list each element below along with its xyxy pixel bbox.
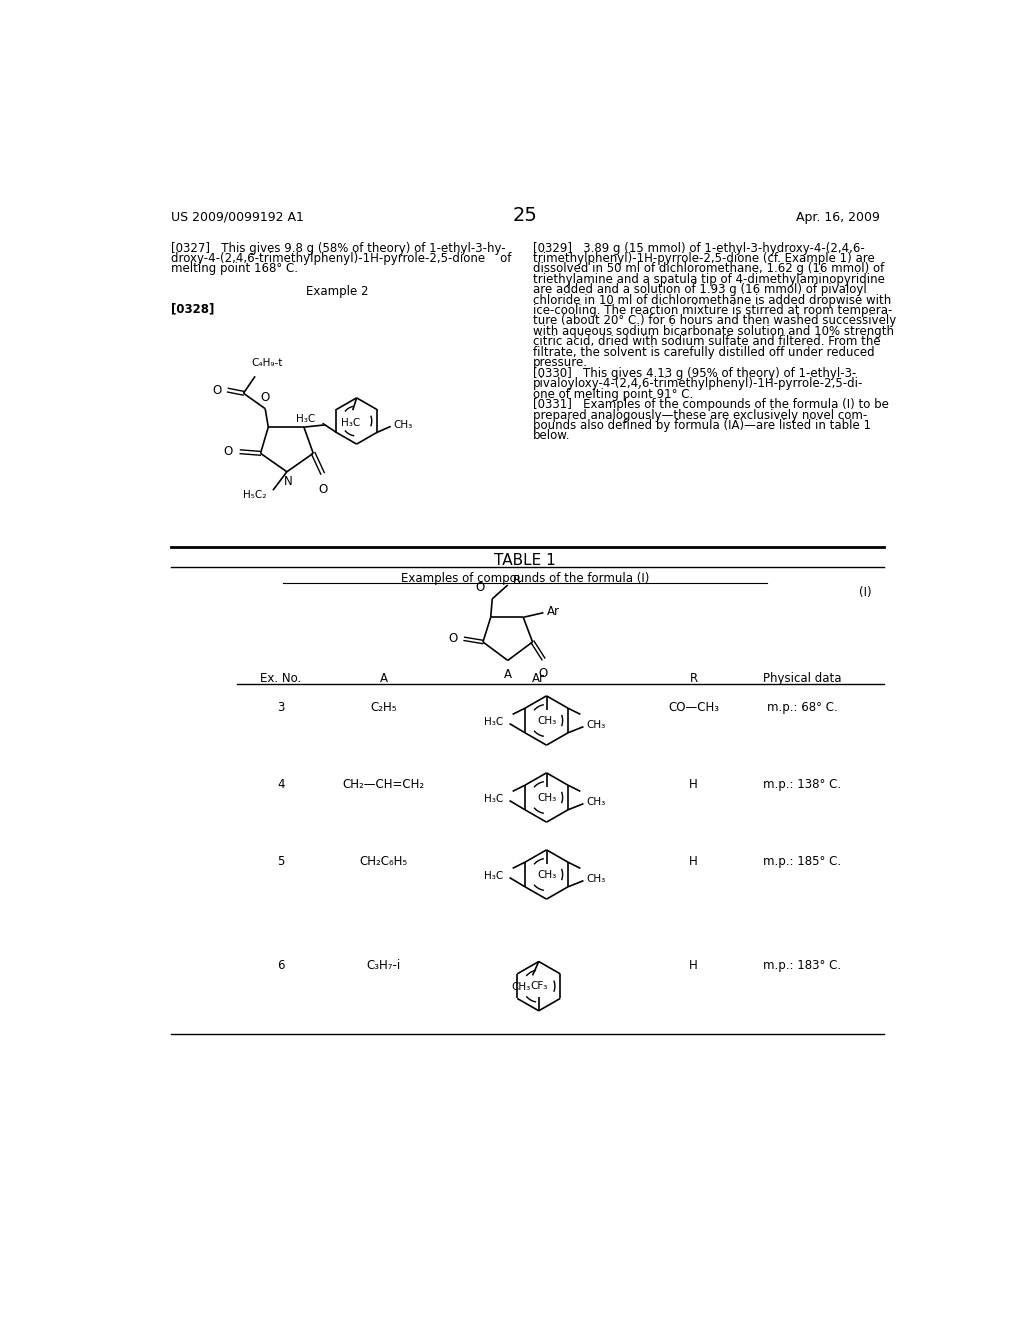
Text: ture (about 20° C.) for 6 hours and then washed successively: ture (about 20° C.) for 6 hours and then… [532,314,896,327]
Text: [0329]   3.89 g (15 mmol) of 1-ethyl-3-hydroxy-4-(2,4,6-: [0329] 3.89 g (15 mmol) of 1-ethyl-3-hyd… [532,242,864,255]
Text: H: H [689,779,698,791]
Text: O: O [260,391,269,404]
Text: CO—CH₃: CO—CH₃ [669,701,719,714]
Text: O: O [539,667,548,680]
Text: prepared analogously—these are exclusively novel com-: prepared analogously—these are exclusive… [532,409,866,421]
Text: 3: 3 [276,701,285,714]
Text: O: O [475,581,484,594]
Text: O: O [223,445,232,458]
Text: triethylamine and a spatula tip of 4-dimethylaminopyridine: triethylamine and a spatula tip of 4-dim… [532,273,885,285]
Text: CH₃: CH₃ [537,715,556,726]
Text: ice-cooling. The reaction mixture is stirred at room tempera-: ice-cooling. The reaction mixture is sti… [532,304,892,317]
Text: [0327]   This gives 9.8 g (58% of theory) of 1-ethyl-3-hy-: [0327] This gives 9.8 g (58% of theory) … [171,242,505,255]
Text: pressure.: pressure. [532,356,588,368]
Text: H₃C: H₃C [341,418,360,428]
Text: N: N [284,475,293,488]
Text: trimethylphenyl)-1H-pyrrole-2,5-dione (cf. Example 1) are: trimethylphenyl)-1H-pyrrole-2,5-dione (c… [532,252,874,265]
Text: H₅C₂: H₅C₂ [243,490,266,500]
Text: m.p.: 68° C.: m.p.: 68° C. [767,701,838,714]
Text: Ar: Ar [532,672,545,685]
Text: are added and a solution of 1.93 g (16 mmol) of pivaloyl: are added and a solution of 1.93 g (16 m… [532,284,866,296]
Text: Examples of compounds of the formula (I): Examples of compounds of the formula (I) [400,572,649,585]
Text: Ar: Ar [547,605,559,618]
Text: CF₃: CF₃ [530,981,548,991]
Text: CH₃: CH₃ [394,420,413,430]
Text: 5: 5 [276,855,285,869]
Text: R: R [690,672,697,685]
Text: (I): (I) [859,586,872,599]
Text: CH₂—CH=CH₂: CH₂—CH=CH₂ [343,779,425,791]
Text: C₃H₇-i: C₃H₇-i [367,960,400,973]
Text: H: H [689,855,698,869]
Text: CH₃: CH₃ [587,797,606,807]
Text: A: A [504,668,512,681]
Text: H₃C: H₃C [484,871,504,880]
Text: O: O [317,483,327,495]
Text: Physical data: Physical data [763,672,842,685]
Text: Ex. No.: Ex. No. [260,672,301,685]
Text: [0328]: [0328] [171,302,214,315]
Text: melting point 168° C.: melting point 168° C. [171,263,298,276]
Text: 6: 6 [276,960,285,973]
Text: with aqueous sodium bicarbonate solution and 10% strength: with aqueous sodium bicarbonate solution… [532,325,894,338]
Text: below.: below. [532,429,570,442]
Text: [0330]   This gives 4.13 g (95% of theory) of 1-ethyl-3-: [0330] This gives 4.13 g (95% of theory)… [532,367,856,380]
Text: pounds also defined by formula (IA)—are listed in table 1: pounds also defined by formula (IA)—are … [532,418,870,432]
Text: CH₂C₆H₅: CH₂C₆H₅ [359,855,408,869]
Text: 4: 4 [276,779,285,791]
Text: CH₃: CH₃ [537,870,556,880]
Text: A: A [380,672,388,685]
Text: m.p.: 138° C.: m.p.: 138° C. [763,779,842,791]
Text: [0331]   Examples of the compounds of the formula (I) to be: [0331] Examples of the compounds of the … [532,399,889,412]
Text: H₃C: H₃C [484,795,504,804]
Text: chloride in 10 ml of dichloromethane is added dropwise with: chloride in 10 ml of dichloromethane is … [532,293,891,306]
Text: US 2009/0099192 A1: US 2009/0099192 A1 [171,211,303,224]
Text: 25: 25 [512,206,538,226]
Text: H₃C: H₃C [484,717,504,727]
Text: CH₃: CH₃ [537,793,556,803]
Text: citric acid, dried with sodium sulfate and filtered. From the: citric acid, dried with sodium sulfate a… [532,335,881,348]
Text: O: O [449,632,458,645]
Text: Apr. 16, 2009: Apr. 16, 2009 [796,211,880,224]
Text: C₂H₅: C₂H₅ [371,701,397,714]
Text: Example 2: Example 2 [306,285,369,298]
Text: O: O [213,384,222,397]
Text: R: R [512,574,520,587]
Text: CH₃: CH₃ [587,721,606,730]
Text: H₃C: H₃C [296,413,314,424]
Text: droxy-4-(2,4,6-trimethylphenyl)-1H-pyrrole-2,5-dione    of: droxy-4-(2,4,6-trimethylphenyl)-1H-pyrro… [171,252,511,265]
Text: H: H [689,960,698,973]
Text: one of melting point 91° C.: one of melting point 91° C. [532,388,693,401]
Text: C₄H₉-t: C₄H₉-t [251,358,283,368]
Text: filtrate, the solvent is carefully distilled off under reduced: filtrate, the solvent is carefully disti… [532,346,874,359]
Text: CH₃: CH₃ [587,874,606,884]
Text: m.p.: 185° C.: m.p.: 185° C. [763,855,842,869]
Text: CH₃: CH₃ [512,982,531,991]
Text: m.p.: 183° C.: m.p.: 183° C. [763,960,842,973]
Text: pivaloyloxy-4-(2,4,6-trimethylphenyl)-1H-pyrrole-2,5-di-: pivaloyloxy-4-(2,4,6-trimethylphenyl)-1H… [532,378,863,391]
Text: TABLE 1: TABLE 1 [494,553,556,569]
Text: dissolved in 50 ml of dichloromethane, 1.62 g (16 mmol) of: dissolved in 50 ml of dichloromethane, 1… [532,263,884,276]
